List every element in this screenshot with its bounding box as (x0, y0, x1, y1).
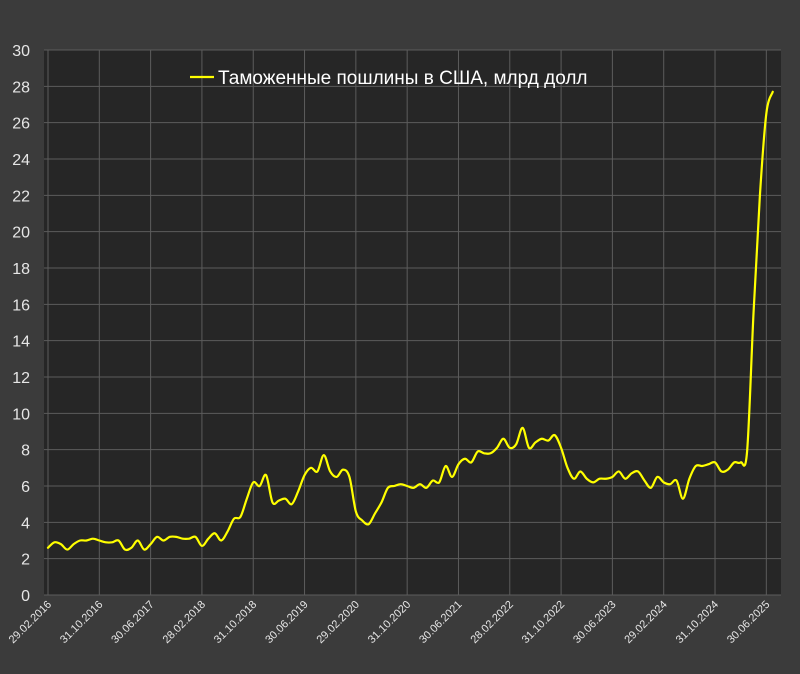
plot-area (44, 50, 781, 595)
vertical-gridlines (47, 50, 767, 595)
y-tick-label: 18 (12, 261, 30, 278)
y-tick-label: 4 (21, 515, 30, 532)
series-line-customs-duties (46, 90, 774, 552)
y-tick-label: 14 (12, 334, 30, 351)
y-tick-label: 2 (21, 552, 30, 569)
y-tick-label: 12 (12, 370, 30, 387)
y-tick-label: 0 (21, 588, 30, 605)
y-tick-label: 26 (12, 116, 30, 133)
y-tick-label: 10 (12, 406, 30, 423)
legend: Таможенные пошлины в США, млрд долл (190, 68, 588, 89)
horizontal-gridlines (44, 49, 781, 596)
y-tick-label: 16 (12, 297, 30, 314)
y-tick-label: 8 (21, 443, 30, 460)
y-tick-label: 28 (12, 79, 30, 96)
y-tick-label: 30 (12, 43, 30, 60)
legend-label: Таможенные пошлины в США, млрд долл (218, 68, 588, 89)
y-tick-label: 22 (12, 188, 30, 205)
y-tick-label: 6 (21, 479, 30, 496)
y-tick-label: 24 (12, 152, 30, 169)
y-tick-label: 20 (12, 225, 30, 242)
